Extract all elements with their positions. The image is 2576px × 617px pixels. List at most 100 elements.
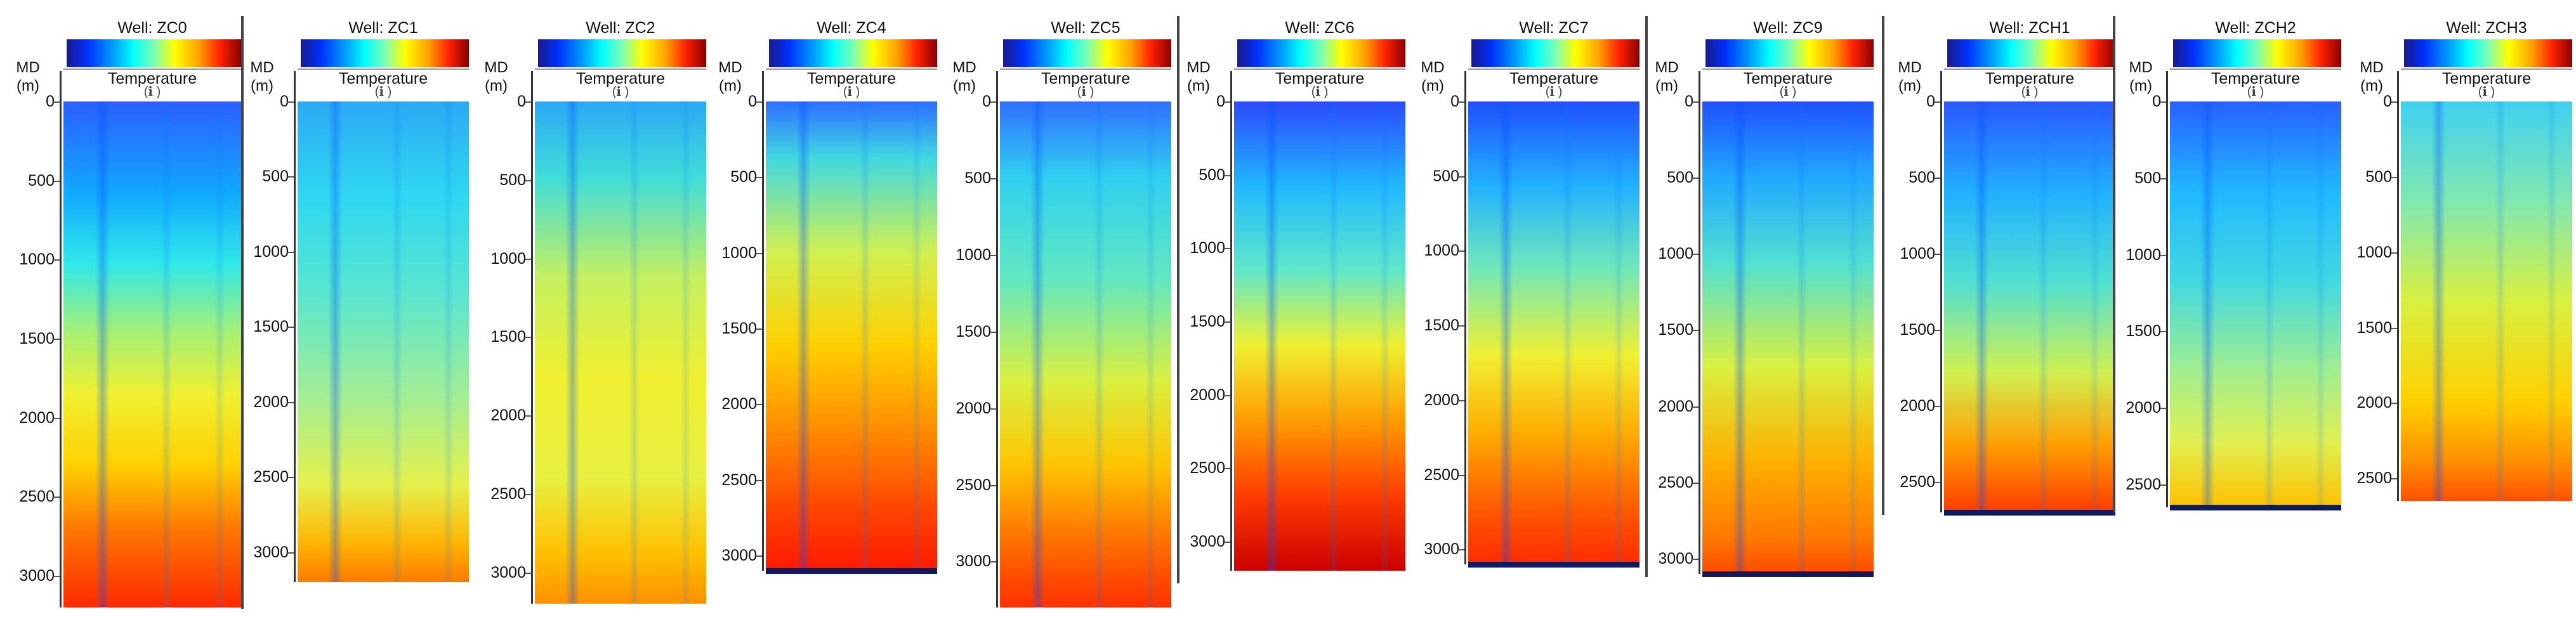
- md-axis-line: [762, 71, 764, 571]
- temperature-unit: (ℹ ): [612, 85, 629, 99]
- y-tick-mark: [1224, 101, 1230, 103]
- temperature-section-streaks: [2401, 101, 2572, 501]
- temperature-header: Temperature (ℹ ): [1702, 68, 1874, 101]
- temperature-unit: (ℹ ): [1077, 85, 1094, 99]
- well-panel: Well: ZC2 Temperature (ℹ ) MD (m) 0 500 1000 150…: [468, 0, 706, 617]
- temperature-section: [2401, 101, 2572, 501]
- y-tick-mark: [53, 339, 60, 341]
- md-axis-label: MD (m): [477, 58, 515, 95]
- y-tick-label: 0: [46, 93, 55, 110]
- y-tick-mark: [1692, 254, 1699, 256]
- temperature-colorbar: [67, 39, 241, 67]
- y-tick-label: 1000: [490, 249, 526, 268]
- y-tick-mark: [990, 178, 996, 179]
- y-tick-label: 2500: [721, 471, 757, 489]
- md-axis-label: MD (m): [1648, 58, 1686, 95]
- y-tick-label: 3000: [956, 552, 991, 571]
- well-panel: Well: ZC1 Temperature (ℹ ) MD (m) 0 500 1000 150…: [234, 0, 469, 617]
- y-tick-label: 1000: [19, 250, 55, 269]
- y-tick-mark: [1934, 101, 1940, 103]
- y-tick-mark: [525, 101, 531, 103]
- y-tick-label: 2500: [1658, 473, 1693, 491]
- temperature-colorbar: [2404, 39, 2572, 67]
- temperature-label: Temperature: [2211, 70, 2301, 88]
- y-tick-label: 3000: [19, 567, 55, 585]
- md-axis-label: MD (m): [1891, 58, 1929, 95]
- temperature-section-streaks: [63, 101, 241, 607]
- y-tick-mark: [2160, 408, 2166, 410]
- well-bottom-bar: [766, 568, 937, 574]
- y-tick-mark: [525, 572, 531, 574]
- md-axis-label-line: (m): [1421, 77, 1444, 94]
- temperature-label: Temperature: [1509, 70, 1599, 88]
- y-tick-mark: [1692, 558, 1699, 560]
- md-axis-line: [1230, 71, 1232, 571]
- y-tick-mark: [1224, 174, 1230, 176]
- y-tick-mark: [525, 415, 531, 417]
- temperature-colorbar: [1947, 39, 2115, 67]
- y-tick-label: 0: [517, 93, 526, 110]
- md-axis-label-line: MD: [1421, 59, 1445, 76]
- y-tick-mark: [756, 479, 762, 481]
- md-axis-label-line: (m): [1187, 77, 1210, 94]
- y-tick-mark: [2391, 252, 2397, 254]
- temperature-colorbar: [1705, 39, 1874, 67]
- y-tick-label: 2500: [253, 468, 289, 486]
- md-axis-label-line: MD: [1898, 59, 1922, 76]
- md-axis-label-line: MD: [16, 59, 40, 76]
- md-axis-line: [1464, 71, 1466, 564]
- well-title: Well: ZCH1: [1989, 19, 2070, 37]
- y-tick-label: 500: [1199, 166, 1225, 184]
- y-tick-label: 1500: [721, 320, 757, 338]
- y-tick-mark: [2160, 101, 2166, 103]
- well-panel: Well: ZC0 Temperature (ℹ ) MD (m) 0 500 1000 150…: [0, 0, 241, 617]
- y-tick-mark: [2160, 178, 2166, 179]
- y-tick-label: 1000: [956, 245, 991, 264]
- temperature-section: [1944, 101, 2115, 512]
- panel-separator: [1882, 16, 1884, 515]
- temperature-label: Temperature: [1041, 70, 1131, 88]
- y-tick-label: 0: [982, 93, 991, 110]
- y-tick-mark: [756, 404, 762, 406]
- temperature-section-streaks: [535, 101, 706, 604]
- md-axis-label: MD (m): [711, 58, 749, 95]
- temperature-header: Temperature (ℹ ): [1000, 68, 1171, 101]
- y-tick-label: 2500: [490, 484, 526, 503]
- y-tick-mark: [53, 180, 60, 182]
- y-tick-mark: [1692, 330, 1699, 332]
- y-tick-label: 3000: [1190, 532, 1225, 550]
- md-axis-label-line: MD: [2129, 59, 2153, 76]
- md-axis-label-line: (m): [2360, 77, 2383, 94]
- y-tick-label: 2000: [253, 393, 289, 411]
- md-axis-label: MD (m): [945, 58, 983, 95]
- y-tick-label: 500: [964, 169, 991, 187]
- well-panel: Well: ZC5 Temperature (ℹ ) MD (m) 0 500 1000 150…: [936, 0, 1171, 617]
- md-axis-line: [60, 71, 62, 607]
- y-tick-mark: [1224, 321, 1230, 323]
- temperature-section-streaks: [298, 101, 469, 582]
- temperature-unit: (ℹ ): [374, 85, 392, 99]
- temperature-header: Temperature (ℹ ): [63, 68, 241, 101]
- temperature-label: Temperature: [1743, 70, 1833, 88]
- well-panel: Well: ZC4 Temperature (ℹ ) MD (m) 0 500 1000 150…: [702, 0, 937, 617]
- md-axis-line: [2397, 71, 2399, 501]
- y-tick-label: 500: [1909, 169, 1935, 186]
- y-tick-label: 0: [1216, 93, 1225, 110]
- temperature-section: [1468, 101, 1640, 564]
- y-tick-label: 500: [499, 171, 526, 189]
- temperature-header: Temperature (ℹ ): [1234, 68, 1405, 101]
- well-title: Well: ZC5: [1051, 19, 1120, 37]
- y-tick-label: 2000: [1424, 391, 1459, 409]
- temperature-section-streaks: [2170, 101, 2341, 507]
- y-tick-label: 1000: [1900, 245, 1935, 263]
- y-tick-mark: [2160, 484, 2166, 486]
- well-panel: Well: ZCH2 Temperature (ℹ ) MD (m) 0 500 1000 15…: [2113, 0, 2347, 617]
- y-tick-mark: [2160, 254, 2166, 256]
- y-tick-mark: [1934, 254, 1940, 255]
- md-axis-line: [294, 71, 296, 582]
- y-tick-mark: [1224, 248, 1230, 250]
- well-bottom-bar: [1702, 571, 1874, 577]
- md-axis-label-line: (m): [953, 77, 976, 94]
- temperature-unit: (ℹ ): [843, 85, 860, 99]
